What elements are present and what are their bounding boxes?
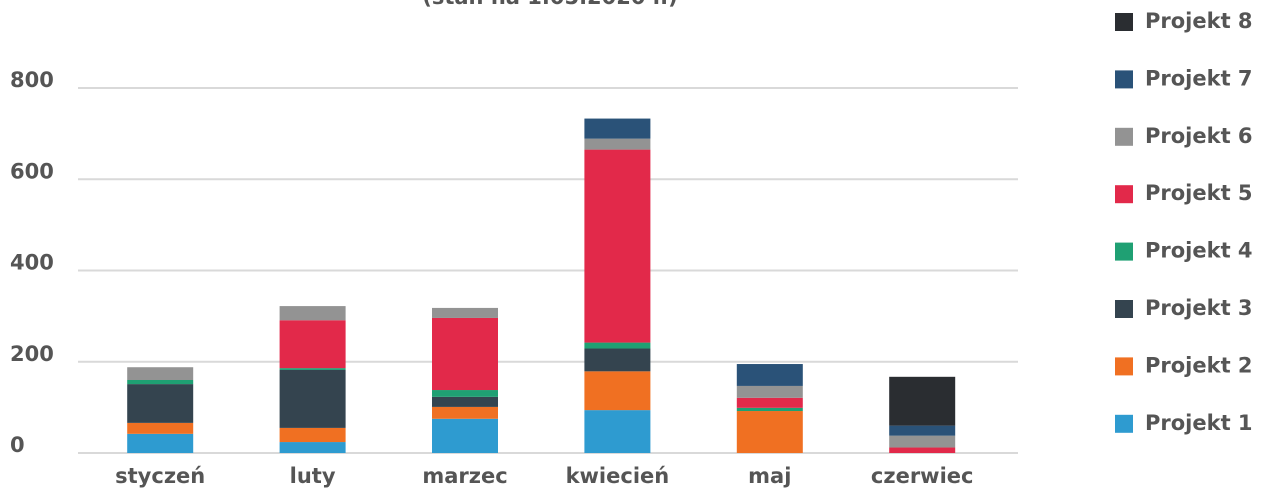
bar-segment [127,384,194,423]
bar-segment [279,369,346,428]
legend-label: Projekt 7 [1145,66,1253,90]
legend-label: Projekt 5 [1145,181,1253,205]
bar-segment [127,380,194,385]
y-tick-label: 0 [10,433,25,457]
legend-label: Projekt 1 [1145,411,1253,435]
x-tick-label: styczeń [115,464,205,488]
bar-segment [127,367,194,380]
legend-swatch [1115,13,1133,31]
legend-label: Projekt 2 [1145,353,1253,377]
bar-segment [584,348,651,372]
legend-swatch [1115,414,1133,433]
x-tick-label: czerwiec [871,464,974,488]
bar-segment [127,433,194,453]
y-tick-label: 600 [10,159,54,183]
x-tick-label: maj [748,464,791,488]
legend-swatch [1115,357,1133,376]
bar-segment [889,376,956,426]
x-tick-label: luty [290,464,336,488]
legend-swatch [1115,242,1133,261]
bar-segment [736,411,803,453]
legend-label: Projekt 6 [1145,124,1253,148]
bar-segment [889,425,956,436]
bar-segment [432,396,498,407]
legend-swatch [1115,127,1133,146]
bar-segment [736,407,803,412]
x-tick-label: kwiecień [566,464,670,488]
bar-segment [279,427,346,443]
bar-segment [279,306,346,321]
bar-segment [889,447,956,453]
bar-segment [736,397,803,408]
y-tick-label: 400 [10,251,54,275]
bar-segment [432,307,498,318]
bar-segment [432,317,498,391]
y-tick-label: 800 [10,68,54,92]
bar-segment [279,320,346,369]
bar-segment [889,435,956,448]
bar-segment [279,368,346,370]
bar-segment [584,118,651,139]
legend-label: Projekt 8 [1145,9,1253,33]
bar-segment [432,390,498,397]
bar-segment [432,418,498,453]
x-tick-label: marzec [422,464,507,488]
bar-segment [584,371,651,411]
bar-segment [736,364,803,386]
bar-segment [584,149,651,343]
bar-segment [432,406,498,419]
legend-label: Projekt 4 [1145,239,1253,263]
bar-segment [736,385,803,398]
bar-segment [279,442,346,453]
legend-swatch [1115,300,1133,318]
legend-label: Projekt 3 [1145,296,1253,320]
y-tick-label: 200 [10,342,54,366]
bar-segment [584,342,651,349]
bar-segment [127,422,194,434]
chart-subtitle: (stan na 1.05.2020 r.) [422,0,678,9]
legend-swatch [1115,70,1133,89]
bar-segment [584,138,651,150]
bar-segment [584,410,651,453]
legend-swatch [1115,185,1133,204]
